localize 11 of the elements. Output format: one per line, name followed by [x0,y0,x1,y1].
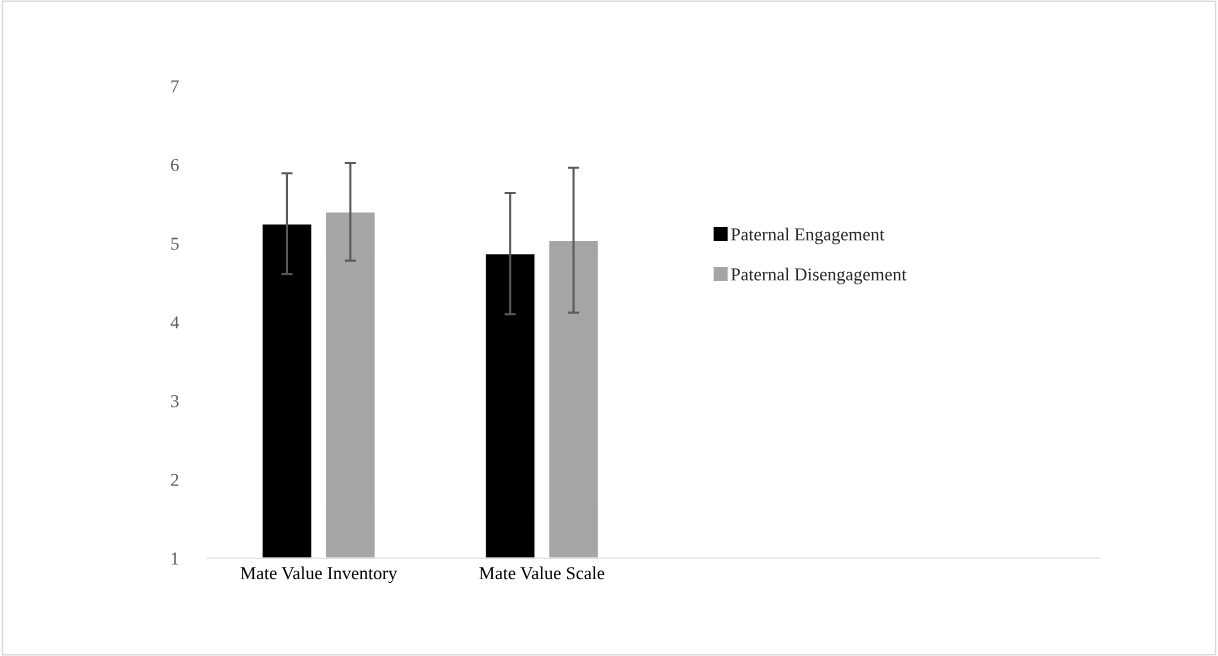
y-tick-label: 2 [171,473,179,486]
x-tick-label: Mate Value Scale [479,566,605,580]
y-tick-label: 6 [171,158,179,172]
y-tick-label: 1 [171,552,179,565]
legend-label: Paternal Engagement [731,227,885,245]
legend-label: Paternal Disengagement [731,267,907,285]
y-tick-label: 3 [171,395,179,408]
y-tick-label: 7 [171,80,179,93]
y-tick-label: 5 [171,237,179,250]
y-tick-label: 4 [170,316,179,329]
x-tick-label: Mate Value Inventory [240,566,398,584]
